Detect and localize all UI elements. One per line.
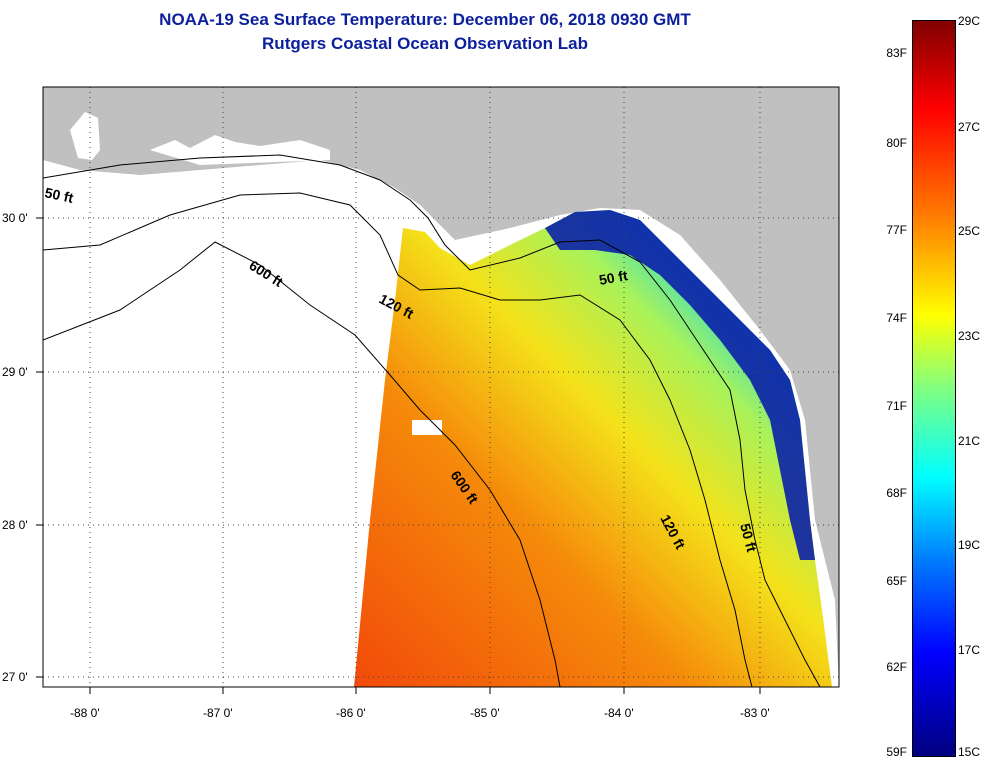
lat-label-29: 29 0' (2, 365, 28, 379)
colorbar-c-label: 19C (958, 538, 981, 552)
lon-label-88: -88 0' (70, 706, 100, 720)
axis-ticks (36, 217, 761, 694)
colorbar-f-label: 74F (886, 311, 907, 325)
cloud-patch (412, 420, 442, 435)
colorbar-c-label: 29C (958, 14, 981, 28)
contour-600ft (43, 241, 561, 687)
coastal-white-detail (70, 112, 100, 160)
temperature-colorbar (912, 20, 956, 757)
lon-label-85: -85 0' (470, 706, 500, 720)
colorbar-c-label: 15C (958, 745, 981, 759)
lat-label-27: 27 0' (2, 670, 28, 684)
colorbar-c-label: 17C (958, 643, 981, 657)
colorbar-c-label: 21C (958, 434, 981, 448)
contour-label-50-south: 50 ft (737, 522, 760, 554)
lon-label-83: -83 0' (740, 706, 770, 720)
contour-120ft (43, 192, 753, 687)
lon-label-87: -87 0' (203, 706, 233, 720)
colorbar-c-label: 25C (958, 224, 981, 238)
map-subtitle: Rutgers Coastal Ocean Observation Lab (262, 34, 588, 53)
lat-label-28: 28 0' (2, 518, 28, 532)
lon-label-86: -86 0' (336, 706, 366, 720)
colorbar-c-label: 23C (958, 329, 981, 343)
lon-label-84: -84 0' (604, 706, 634, 720)
colorbar-f-label: 71F (886, 399, 907, 413)
colorbar-c-label: 27C (958, 120, 981, 134)
colorbar-f-label: 83F (886, 46, 907, 60)
colorbar-f-label: 59F (886, 745, 907, 759)
nearshore-cold-band (545, 210, 815, 560)
colorbar-f-label: 77F (886, 223, 907, 237)
coastal-white-detail-2 (150, 135, 330, 165)
map-frame (42, 86, 840, 688)
contour-label-50-east: 50 ft (598, 267, 629, 288)
lat-lon-grid (43, 87, 839, 687)
contour-50ft (43, 154, 821, 687)
map-title: NOAA-19 Sea Surface Temperature: Decembe… (159, 10, 691, 29)
colorbar-f-label: 80F (886, 136, 907, 150)
lat-label-30: 30 0' (2, 211, 28, 225)
colorbar-f-label: 68F (886, 486, 907, 500)
contour-label-50-west: 50 ft (43, 184, 75, 206)
colorbar-f-label: 62F (886, 660, 907, 674)
colorbar-f-label: 65F (886, 574, 907, 588)
